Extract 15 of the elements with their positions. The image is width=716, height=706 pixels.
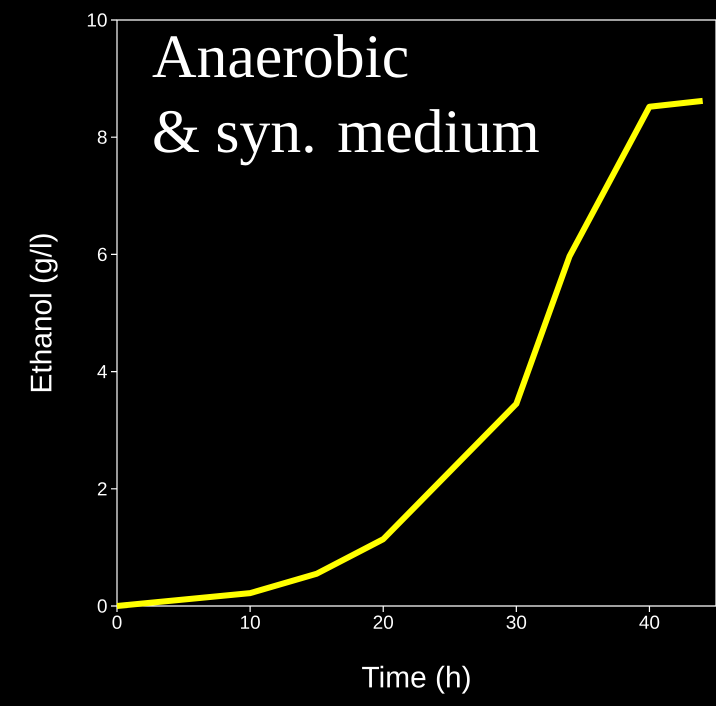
x-axis-title: Time (h) bbox=[362, 666, 470, 694]
annotation: Anaerobic bbox=[152, 34, 408, 78]
x-tick-label: 30 bbox=[506, 616, 526, 629]
x-tick-label: 0 bbox=[112, 616, 122, 629]
x-tick-label: 40 bbox=[639, 616, 660, 629]
y-tick-label: 10 bbox=[88, 13, 107, 27]
y-tick-label: 2 bbox=[98, 482, 107, 496]
x-tick-label: 10 bbox=[241, 616, 260, 629]
y-tick-label: 6 bbox=[98, 248, 107, 262]
y-tick-label: 4 bbox=[97, 365, 107, 378]
y-tick-label: 8 bbox=[98, 130, 107, 144]
x-tick-label: 20 bbox=[374, 616, 394, 629]
y-tick-label: 0 bbox=[98, 599, 107, 613]
y-axis-title: Ethanol (g/l) bbox=[30, 234, 58, 392]
annotation: & syn. medium bbox=[154, 109, 539, 166]
